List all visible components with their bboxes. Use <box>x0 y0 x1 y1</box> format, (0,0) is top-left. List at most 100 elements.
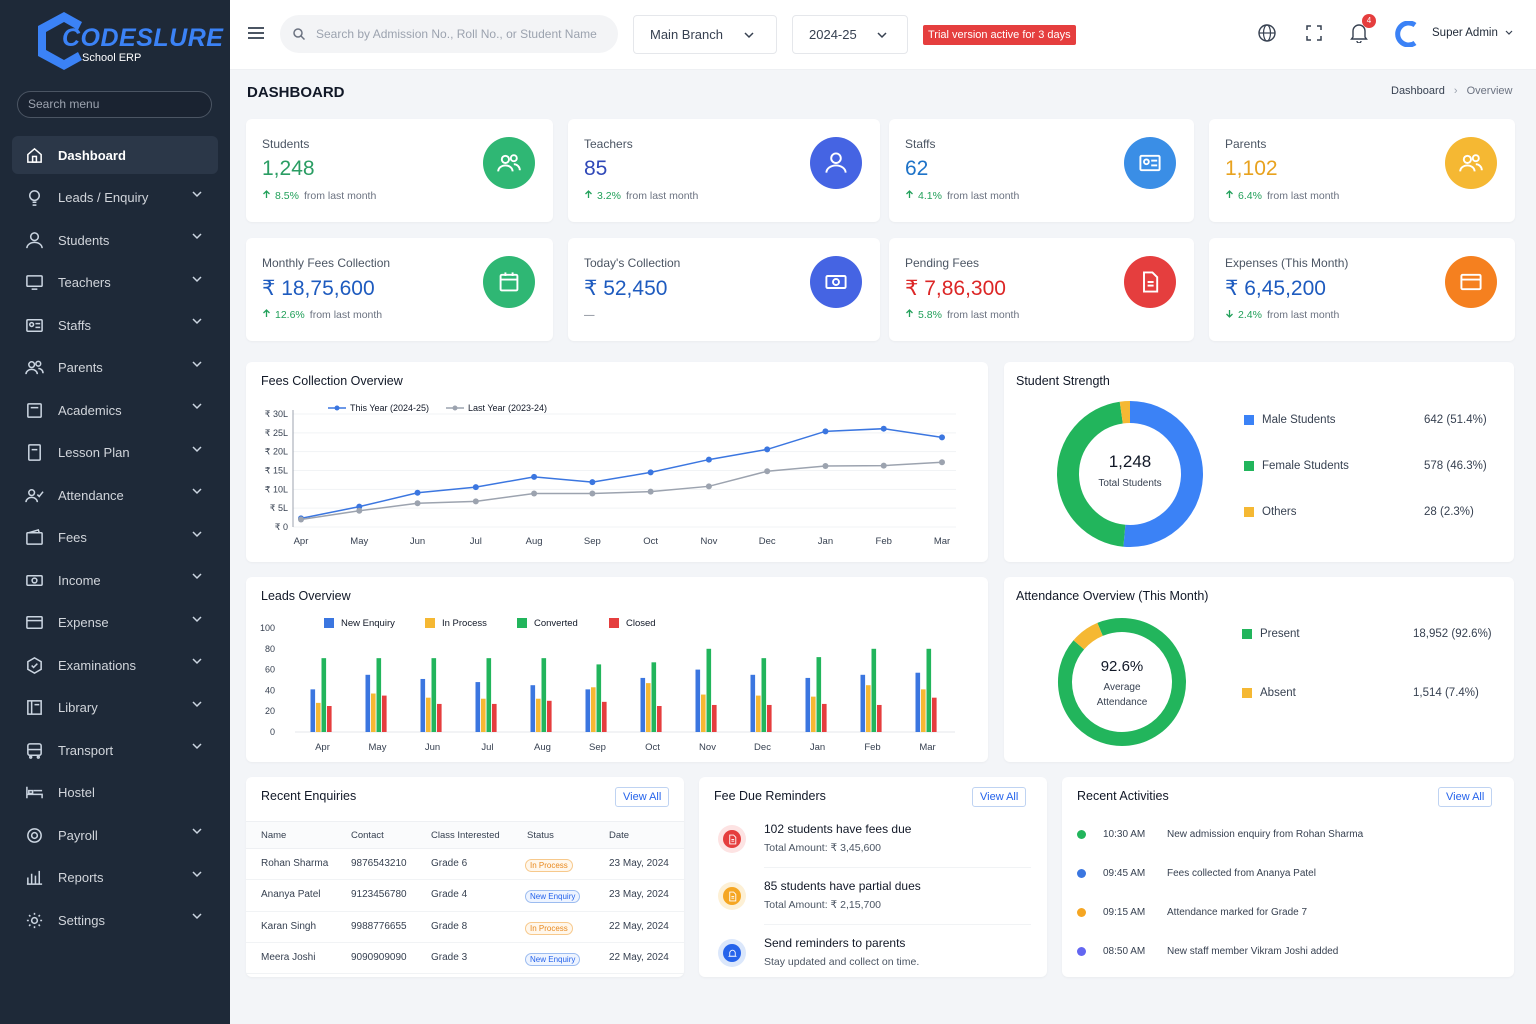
user-icon <box>25 231 43 248</box>
reminder-title: 85 students have partial dues <box>764 879 921 893</box>
sidebar-search-input[interactable]: Search menu <box>17 91 212 118</box>
kpi-change: 5.8% from last month <box>905 309 1019 321</box>
y-tick-label: 60 <box>265 665 275 675</box>
activity-time: 08:50 AM <box>1103 946 1146 957</box>
sidebar-item-examinations[interactable]: Examinations <box>12 646 218 684</box>
bed-icon <box>24 783 44 803</box>
kpi-change-text: from last month <box>946 309 1020 321</box>
year-select[interactable]: 2024-25 <box>792 15 908 54</box>
reminders-view-all-button[interactable]: View All <box>972 787 1027 807</box>
legend-item: Male Students 642 (51.4%) <box>1244 414 1494 426</box>
kpi-change-value: 8.5% <box>275 190 299 202</box>
data-point <box>472 498 479 505</box>
kpi-value: ₹ 6,45,200 <box>1225 277 1326 300</box>
attendance-percent-label: Average Attendance <box>1096 682 1148 708</box>
cell-contact: 9123456780 <box>351 889 407 901</box>
bar <box>805 677 811 732</box>
sidebar-item-leads-enquiry[interactable]: Leads / Enquiry <box>12 179 218 217</box>
sidebar-item-hostel[interactable]: Hostel <box>12 774 218 812</box>
kpi-change-text: from last month <box>1266 190 1340 202</box>
enquiries-table-body: Name Contact Class Interested Status Date Roh… <box>246 821 684 975</box>
data-point <box>822 428 829 435</box>
id-card-icon <box>1139 154 1161 172</box>
brand-logo[interactable]: CODESLURE School ERP <box>34 10 223 70</box>
table-row[interactable]: Meera Joshi 9090909090 Grade 3 New Enquiry 2… <box>246 943 684 975</box>
sidebar-item-income[interactable]: Income <box>12 561 218 599</box>
bar <box>475 682 481 732</box>
bar <box>365 674 371 732</box>
cell-class: Grade 4 <box>431 889 468 901</box>
y-tick-label: ₹ 5L <box>270 503 288 513</box>
trial-badge: Trial version active for 3 days <box>923 25 1076 45</box>
sidebar-item-parents[interactable]: Parents <box>12 349 218 387</box>
bar <box>657 706 662 732</box>
column-header: Date <box>609 830 630 841</box>
legend-marker <box>334 405 340 411</box>
page-title: DASHBOARD <box>247 84 345 101</box>
sidebar-item-academics[interactable]: Academics <box>12 391 218 429</box>
reminder-icon-badge <box>723 944 741 962</box>
sidebar-item-students[interactable]: Students <box>12 221 218 259</box>
kpi-change-text: from last month <box>946 190 1020 202</box>
branch-select[interactable]: Main Branch <box>633 15 777 54</box>
activities-view-all-button[interactable]: View All <box>1438 787 1493 807</box>
users-icon <box>24 358 44 378</box>
globe-icon[interactable] <box>1258 24 1276 47</box>
reminder-item[interactable]: 85 students have partial dues Total Amoun… <box>699 878 1047 932</box>
legend-item: Female Students 578 (46.3%) <box>1244 460 1494 472</box>
reminder-subtitle: Total Amount: ₹ 2,15,700 <box>764 899 882 911</box>
sidebar-item-label: Expense <box>58 615 109 630</box>
sidebar-item-reports[interactable]: Reports <box>12 859 218 897</box>
sidebar-item-transport[interactable]: Transport <box>12 731 218 769</box>
hamburger-menu-icon[interactable] <box>248 26 264 45</box>
chevron-down-icon <box>192 360 202 367</box>
legend-swatch <box>609 618 619 628</box>
table-row[interactable]: Rohan Sharma 9876543210 Grade 6 In Process 2… <box>246 849 684 881</box>
sidebar-item-payroll[interactable]: Payroll <box>12 816 218 854</box>
fullscreen-icon[interactable] <box>1306 25 1322 46</box>
table-header: Name Contact Class Interested Status Date <box>246 821 684 849</box>
sidebar-item-label: Reports <box>58 870 104 885</box>
reminder-item[interactable]: Send reminders to parents Stay updated an… <box>699 935 1047 989</box>
sidebar-item-teachers[interactable]: Teachers <box>12 264 218 302</box>
reminder-item[interactable]: 102 students have fees due Total Amount: … <box>699 821 1047 875</box>
notification-bell-icon[interactable]: 4 <box>1350 14 1376 48</box>
sidebar-item-staffs[interactable]: Staffs <box>12 306 218 344</box>
bar <box>541 658 547 732</box>
global-search-input[interactable]: Search by Admission No., Roll No., or St… <box>280 15 618 53</box>
leads-chart-card: Leads Overview 0 20 40 60 80 100 Apr May Jun Jul A… <box>246 577 988 762</box>
sidebar-item-expense[interactable]: Expense <box>12 604 218 642</box>
enquiries-view-all-button[interactable]: View All <box>615 787 670 807</box>
legend-swatch <box>425 618 435 628</box>
total-students-label: Total Students <box>1098 478 1162 489</box>
table-row[interactable]: Karan Singh 9988776655 Grade 8 In Process 22… <box>246 912 684 943</box>
sidebar-item-dashboard[interactable]: Dashboard <box>12 136 218 174</box>
sidebar-item-fees[interactable]: Fees <box>12 519 218 557</box>
bar <box>547 700 552 732</box>
sidebar-item-library[interactable]: Library <box>12 689 218 727</box>
sidebar-item-lesson-plan[interactable]: Lesson Plan <box>12 434 218 472</box>
x-tick-label: Feb <box>864 742 880 753</box>
x-tick-label: Jan <box>810 742 825 753</box>
x-tick-label: Aug <box>534 742 551 753</box>
reminder-subtitle: Stay updated and collect on time. <box>764 956 920 968</box>
activity-item: 08:50 AM New staff member Vikram Joshi ad… <box>1062 946 1514 962</box>
breadcrumb-current: Overview <box>1466 85 1513 97</box>
sidebar-item-attendance[interactable]: Attendance <box>12 476 218 514</box>
bar <box>712 704 717 732</box>
arrow-up-icon <box>1226 190 1233 198</box>
gear-icon <box>24 910 44 930</box>
reminder-icon-badge <box>723 887 741 905</box>
user-menu[interactable]: Super Admin <box>1432 27 1513 39</box>
exam-icon <box>24 655 44 675</box>
legend-label: Female Students <box>1262 460 1349 472</box>
book-icon <box>26 402 42 418</box>
bar <box>926 648 932 732</box>
bar <box>437 703 442 732</box>
user-avatar[interactable] <box>1395 20 1421 52</box>
series-line <box>300 461 943 521</box>
breadcrumb-dashboard[interactable]: Dashboard <box>1391 85 1445 97</box>
sidebar-item-settings[interactable]: Settings <box>12 901 218 939</box>
table-row[interactable]: Ananya Patel 9123456780 Grade 4 New Enquiry… <box>246 880 684 912</box>
cell-name: Karan Singh <box>261 920 317 932</box>
